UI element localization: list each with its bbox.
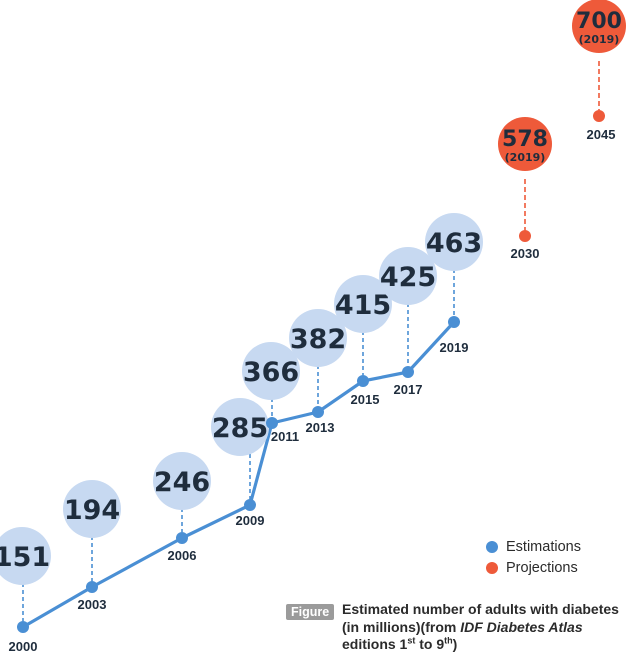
data-label-2003: 194 <box>64 495 120 526</box>
data-point-2006 <box>176 532 188 544</box>
x-label-2011: 2011 <box>271 429 299 444</box>
series-line-estimations <box>22 320 456 629</box>
legend-dot-projections <box>486 561 498 574</box>
value-bubble-2011 <box>242 342 300 400</box>
data-label-2013: 382 <box>290 324 346 355</box>
data-label-2006: 246 <box>154 467 210 498</box>
value-bubble-2003 <box>63 480 121 538</box>
value-bubble-2015 <box>334 275 392 333</box>
caption-part-1: Estimated number of adults with diabetes… <box>342 601 619 635</box>
caption-part-4: ) <box>452 636 458 652</box>
x-label-2045: 2045 <box>587 127 616 142</box>
x-label-2009: 2009 <box>236 513 265 528</box>
data-point-2000 <box>17 621 29 633</box>
caption-part-2: editions 1 <box>342 636 408 652</box>
figure-tag: Figure <box>286 604 335 620</box>
x-label-2030: 2030 <box>511 246 540 261</box>
legend-item-projections: Projections <box>486 557 581 578</box>
value-bubble-2006 <box>153 452 211 510</box>
data-point-2013 <box>312 406 324 418</box>
caption-sup-2: th <box>444 635 453 646</box>
data-point-2015 <box>357 375 369 387</box>
x-label-2003: 2003 <box>78 597 107 612</box>
value-bubble-2017 <box>379 247 437 305</box>
caption-italic: IDF Diabetes Atlas <box>460 618 583 635</box>
data-point-2045 <box>593 110 605 122</box>
x-label-2019: 2019 <box>440 340 469 355</box>
x-label-2015: 2015 <box>351 392 380 407</box>
value-bubble-2045 <box>572 0 626 53</box>
data-label-2000: 151 <box>0 542 50 573</box>
data-label-2015: 415 <box>335 290 391 321</box>
data-sublabel-2030: (2019) <box>505 151 546 164</box>
value-bubble-2013 <box>289 309 347 367</box>
legend-label-estimations: Estimations <box>506 538 581 555</box>
caption-part-3: to 9 <box>415 636 445 652</box>
data-label-2019: 463 <box>426 228 482 259</box>
data-point-2011 <box>266 417 278 429</box>
value-bubble-2030 <box>498 117 552 171</box>
x-label-2013: 2013 <box>306 420 335 435</box>
data-label-2017: 425 <box>380 262 436 293</box>
x-label-2017: 2017 <box>394 382 423 397</box>
data-label-2011: 366 <box>243 357 299 388</box>
data-sublabel-2045: (2019) <box>579 33 620 46</box>
data-point-2030 <box>519 230 531 242</box>
value-bubble-2019 <box>425 213 483 271</box>
data-point-2003 <box>86 581 98 593</box>
x-label-2000: 2000 <box>9 639 38 654</box>
data-point-2017 <box>402 366 414 378</box>
legend-label-projections: Projections <box>506 559 578 576</box>
value-bubble-2000 <box>0 527 51 585</box>
data-label-2045: 700 <box>576 9 622 34</box>
caption-text: Estimated number of adults with diabetes… <box>342 601 629 654</box>
data-point-2009 <box>244 499 256 511</box>
data-label-2009: 285 <box>212 413 268 444</box>
legend-item-estimations: Estimations <box>486 536 581 557</box>
data-point-2019 <box>448 316 460 328</box>
legend-dot-estimations <box>486 540 498 553</box>
caption-sup-1: st <box>407 635 416 646</box>
x-label-2006: 2006 <box>168 548 197 563</box>
legend: Estimations Projections <box>486 536 581 578</box>
value-bubble-2009 <box>211 398 269 456</box>
data-label-2030: 578 <box>502 127 548 152</box>
